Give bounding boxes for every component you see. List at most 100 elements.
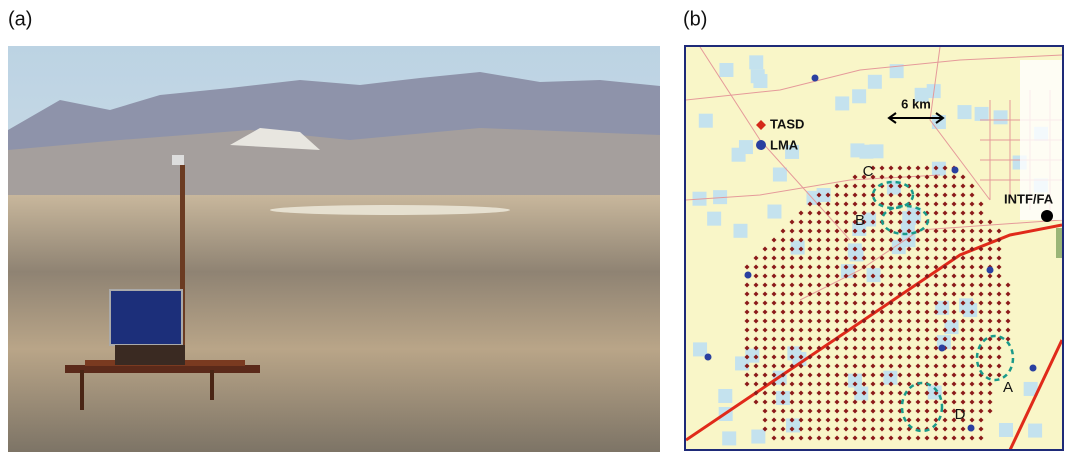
- detector: [789, 399, 795, 405]
- detector: [798, 318, 804, 324]
- detector: [951, 273, 957, 279]
- detector: [969, 399, 975, 405]
- detector: [960, 210, 966, 216]
- detector: [906, 354, 912, 360]
- detector: [771, 318, 777, 324]
- detector: [933, 345, 939, 351]
- detector: [960, 300, 966, 306]
- parcel: [914, 87, 929, 102]
- detector: [798, 246, 804, 252]
- detector: [906, 282, 912, 288]
- detector: [906, 273, 912, 279]
- detector: [987, 309, 993, 315]
- detector: [825, 327, 831, 333]
- detector: [861, 426, 867, 432]
- detector: [978, 273, 984, 279]
- detector: [780, 291, 786, 297]
- detector: [987, 219, 993, 225]
- detector: [933, 201, 939, 207]
- detector: [969, 363, 975, 369]
- detector: [771, 399, 777, 405]
- scale-label: 6 km: [901, 96, 931, 111]
- detector: [870, 336, 876, 342]
- detector: [825, 246, 831, 252]
- detector: [789, 336, 795, 342]
- detector: [771, 237, 777, 243]
- detector: [762, 399, 768, 405]
- detector: [978, 246, 984, 252]
- detector: [888, 309, 894, 315]
- detector: [951, 309, 957, 315]
- detector: [762, 354, 768, 360]
- region-label: A: [1003, 379, 1013, 396]
- detector: [789, 372, 795, 378]
- detector: [933, 228, 939, 234]
- detector: [816, 192, 822, 198]
- detector: [978, 201, 984, 207]
- detector: [843, 237, 849, 243]
- detector: [924, 255, 930, 261]
- detector: [753, 318, 759, 324]
- detector: [951, 210, 957, 216]
- detector: [879, 381, 885, 387]
- detector: [969, 318, 975, 324]
- detector: [807, 435, 813, 441]
- detector: [960, 408, 966, 414]
- parcel: [767, 204, 782, 219]
- detector: [960, 192, 966, 198]
- detector: [933, 246, 939, 252]
- detector: [834, 291, 840, 297]
- detector: [852, 210, 858, 216]
- detector: [834, 354, 840, 360]
- detector: [780, 399, 786, 405]
- detector: [978, 336, 984, 342]
- detector: [870, 300, 876, 306]
- detector: [996, 291, 1002, 297]
- detector: [780, 354, 786, 360]
- detector: [1005, 282, 1011, 288]
- detector: [825, 372, 831, 378]
- detector: [897, 264, 903, 270]
- detector: [996, 237, 1002, 243]
- detector: [798, 219, 804, 225]
- detector: [843, 264, 849, 270]
- detector: [852, 336, 858, 342]
- lma-station: [967, 424, 975, 432]
- detector: [753, 399, 759, 405]
- detector: [798, 399, 804, 405]
- detector: [969, 210, 975, 216]
- detector: [960, 309, 966, 315]
- lma-station: [811, 74, 819, 82]
- detector: [915, 192, 921, 198]
- detector: [798, 417, 804, 423]
- detector: [762, 426, 768, 432]
- detector: [951, 435, 957, 441]
- detector: [861, 273, 867, 279]
- detector: [942, 192, 948, 198]
- detector: [852, 435, 858, 441]
- detector: [789, 354, 795, 360]
- detector: [888, 336, 894, 342]
- detector: [861, 327, 867, 333]
- detector: [915, 228, 921, 234]
- detector: [816, 210, 822, 216]
- detector: [897, 255, 903, 261]
- detector: [852, 426, 858, 432]
- detector: [996, 246, 1002, 252]
- detector: [960, 327, 966, 333]
- detector: [915, 336, 921, 342]
- detector: [870, 210, 876, 216]
- detector: [852, 399, 858, 405]
- detector: [807, 345, 813, 351]
- detector: [960, 246, 966, 252]
- detector: [1005, 309, 1011, 315]
- detector: [825, 426, 831, 432]
- detector: [744, 372, 750, 378]
- detector: [861, 246, 867, 252]
- detector: [951, 264, 957, 270]
- detector: [924, 390, 930, 396]
- detector: [978, 255, 984, 261]
- detector: [960, 273, 966, 279]
- detector: [762, 300, 768, 306]
- site-marker: [1056, 228, 1062, 258]
